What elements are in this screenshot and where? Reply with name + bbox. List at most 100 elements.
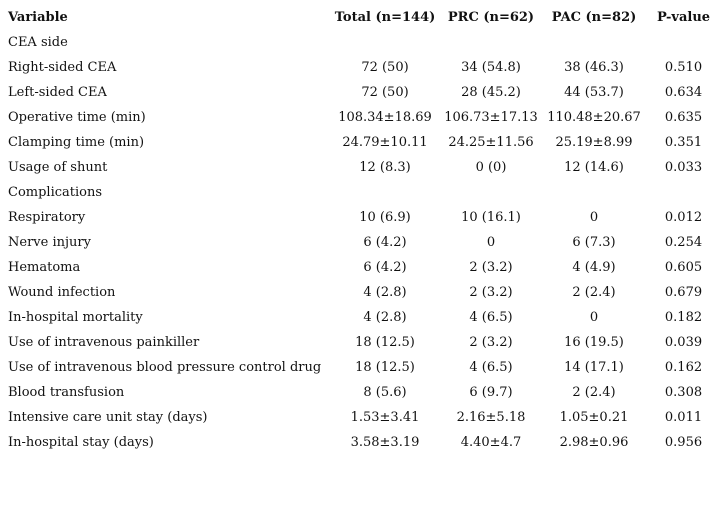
- cell-variable: Left-sided CEA: [8, 85, 107, 100]
- cell-prc: 4 (6.5): [469, 360, 513, 375]
- cell-pac: 38 (46.3): [564, 60, 624, 75]
- cell-variable: CEA side: [8, 35, 68, 50]
- cell-total: 18 (12.5): [355, 335, 415, 350]
- table-row: Hematoma 6 (4.2) 2 (3.2) 4 (4.9) 0.605: [0, 255, 721, 280]
- cell-prc: 106.73±17.13: [444, 110, 538, 125]
- cell-variable: Clamping time (min): [8, 135, 145, 150]
- cell-pvalue: 0.679: [664, 285, 703, 300]
- cell-total: 4 (2.8): [363, 285, 407, 300]
- cell-prc: 2 (3.2): [469, 335, 513, 350]
- cell-total: 72 (50): [361, 60, 409, 75]
- cell-total: 12 (8.3): [359, 160, 411, 175]
- cell-pvalue: 0.510: [664, 60, 703, 75]
- cell-prc: [440, 180, 542, 205]
- cell-pvalue: 0.182: [664, 310, 703, 325]
- cell-prc: 28 (45.2): [461, 85, 521, 100]
- cell-pac: 16 (19.5): [564, 335, 624, 350]
- cell-prc: 2 (3.2): [469, 285, 513, 300]
- study-comparison-table: Variable Total (n=144) PRC (n=62) PAC (n…: [0, 4, 721, 455]
- table-row: Left-sided CEA 72 (50) 28 (45.2) 44 (53.…: [0, 80, 721, 105]
- cell-variable: In-hospital mortality: [8, 310, 143, 325]
- cell-variable: Respiratory: [8, 210, 86, 225]
- cell-pac: 2 (2.4): [572, 385, 616, 400]
- cell-prc: 2.16±5.18: [456, 410, 526, 425]
- cell-total: [330, 180, 440, 205]
- cell-variable: Usage of shunt: [8, 160, 108, 175]
- table-row: Complications: [0, 180, 721, 205]
- cell-prc: 24.25±11.56: [448, 135, 534, 150]
- cell-pvalue: 0.012: [664, 210, 703, 225]
- cell-prc: 10 (16.1): [461, 210, 521, 225]
- cell-total: 8 (5.6): [363, 385, 407, 400]
- cell-total: 6 (4.2): [363, 235, 407, 250]
- cell-variable: Operative time (min): [8, 110, 146, 125]
- cell-pvalue: 0.162: [664, 360, 703, 375]
- cell-total: 108.34±18.69: [338, 110, 432, 125]
- cell-variable: Blood transfusion: [8, 385, 125, 400]
- table-row: Right-sided CEA 72 (50) 34 (54.8) 38 (46…: [0, 55, 721, 80]
- cell-prc: 34 (54.8): [461, 60, 521, 75]
- table-row: CEA side: [0, 30, 721, 55]
- cell-variable: Use of intravenous blood pressure contro…: [8, 360, 322, 375]
- cell-pvalue: 0.635: [664, 110, 703, 125]
- cell-variable: Nerve injury: [8, 235, 91, 250]
- column-header-pvalue: P-value: [656, 9, 711, 25]
- cell-variable: Intensive care unit stay (days): [8, 410, 208, 425]
- column-header-pac: PAC (n=82): [551, 9, 637, 25]
- cell-pvalue: 0.254: [664, 235, 703, 250]
- table-row: Use of intravenous painkiller 18 (12.5) …: [0, 330, 721, 355]
- cell-pac: 0: [589, 310, 599, 325]
- cell-pvalue: 0.011: [664, 410, 703, 425]
- cell-total: 18 (12.5): [355, 360, 415, 375]
- column-header-prc: PRC (n=62): [447, 9, 535, 25]
- cell-pvalue: [646, 180, 721, 205]
- cell-variable: Right-sided CEA: [8, 60, 117, 75]
- table-row: In-hospital mortality 4 (2.8) 4 (6.5) 0 …: [0, 305, 721, 330]
- cell-prc: 4.40±4.7: [460, 435, 522, 450]
- cell-pvalue: 0.308: [664, 385, 703, 400]
- cell-pac: 0: [589, 210, 599, 225]
- table-row: Wound infection 4 (2.8) 2 (3.2) 2 (2.4) …: [0, 280, 721, 305]
- cell-pvalue: 0.039: [664, 335, 703, 350]
- cell-prc: 4 (6.5): [469, 310, 513, 325]
- table-row: Nerve injury 6 (4.2) 0 6 (7.3) 0.254: [0, 230, 721, 255]
- cell-pac: [542, 180, 646, 205]
- cell-variable: In-hospital stay (days): [8, 435, 154, 450]
- cell-total: 3.58±3.19: [350, 435, 420, 450]
- cell-total: 24.79±10.11: [342, 135, 428, 150]
- table-row: In-hospital stay (days) 3.58±3.19 4.40±4…: [0, 430, 721, 455]
- cell-total: 6 (4.2): [363, 260, 407, 275]
- cell-total: 10 (6.9): [359, 210, 411, 225]
- cell-pac: [542, 30, 646, 55]
- column-header-total: Total (n=144): [334, 9, 436, 25]
- cell-pac: 25.19±8.99: [555, 135, 633, 150]
- cell-total: [330, 30, 440, 55]
- cell-pac: 14 (17.1): [564, 360, 624, 375]
- cell-pvalue: [646, 30, 721, 55]
- table-row: Operative time (min) 108.34±18.69 106.73…: [0, 105, 721, 130]
- cell-pac: 44 (53.7): [564, 85, 624, 100]
- table-body: CEA side Right-sided CEA 72 (50) 34 (54.…: [0, 30, 721, 455]
- cell-pvalue: 0.033: [664, 160, 703, 175]
- cell-variable: Wound infection: [8, 285, 116, 300]
- cell-variable: Complications: [8, 185, 103, 200]
- cell-pac: 110.48±20.67: [547, 110, 641, 125]
- cell-prc: [440, 30, 542, 55]
- table-header-row: Variable Total (n=144) PRC (n=62) PAC (n…: [0, 4, 721, 30]
- cell-total: 72 (50): [361, 85, 409, 100]
- cell-total: 1.53±3.41: [350, 410, 420, 425]
- table-row: Use of intravenous blood pressure contro…: [0, 355, 721, 380]
- column-header-variable: Variable: [8, 9, 68, 25]
- cell-prc: 0 (0): [475, 160, 507, 175]
- table-row: Respiratory 10 (6.9) 10 (16.1) 0 0.012: [0, 205, 721, 230]
- cell-pac: 6 (7.3): [572, 235, 616, 250]
- cell-pvalue: 0.956: [664, 435, 703, 450]
- cell-prc: 2 (3.2): [469, 260, 513, 275]
- cell-pac: 4 (4.9): [572, 260, 616, 275]
- cell-prc: 0: [486, 235, 496, 250]
- cell-pvalue: 0.351: [664, 135, 703, 150]
- cell-pvalue: 0.634: [664, 85, 703, 100]
- table-row: Blood transfusion 8 (5.6) 6 (9.7) 2 (2.4…: [0, 380, 721, 405]
- cell-variable: Use of intravenous painkiller: [8, 335, 200, 350]
- cell-total: 4 (2.8): [363, 310, 407, 325]
